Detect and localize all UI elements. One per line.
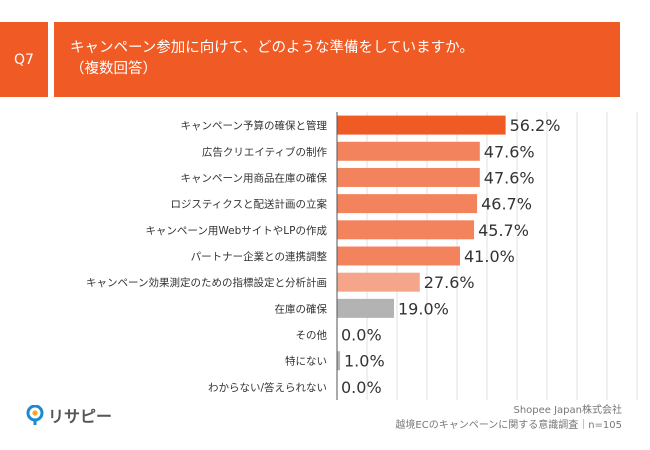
category-label: キャンペーン効果測定のための指標設定と分析計画 bbox=[86, 276, 327, 289]
category-label: パートナー企業との連携調整 bbox=[191, 250, 328, 263]
footer-survey-info: 越境ECのキャンペーンに関する意識調査｜n=105 bbox=[395, 420, 622, 431]
category-label: キャンペーン用WebサイトやLPの作成 bbox=[145, 225, 327, 237]
category-label: キャンペーン予算の確保と管理 bbox=[181, 119, 328, 132]
value-label: 46.7% bbox=[481, 195, 532, 214]
bar bbox=[337, 351, 340, 371]
footer-company: Shopee Japan株式会社 bbox=[513, 405, 622, 416]
category-label: ロジスティクスと配送計画の立案 bbox=[170, 198, 327, 211]
category-label: わからない/答えられない bbox=[208, 381, 327, 394]
bar bbox=[337, 194, 478, 214]
category-label: 在庫の確保 bbox=[275, 302, 328, 315]
bar bbox=[337, 246, 460, 266]
value-label: 1.0% bbox=[344, 352, 385, 371]
bar bbox=[337, 272, 420, 292]
bar bbox=[337, 220, 475, 240]
question-title-box: キャンペーン参加に向けて、どのような準備をしていますか。 （複数回答） bbox=[54, 22, 620, 97]
question-number-badge: Q7 bbox=[0, 22, 48, 97]
category-label: その他 bbox=[296, 329, 328, 342]
value-label: 47.6% bbox=[484, 168, 535, 187]
bar bbox=[337, 115, 506, 135]
value-label: 56.2% bbox=[510, 116, 561, 135]
value-label: 47.6% bbox=[484, 142, 535, 161]
question-title-line1: キャンペーン参加に向けて、どのような準備をしていますか。 bbox=[70, 40, 474, 56]
question-header: Q7 キャンペーン参加に向けて、どのような準備をしていますか。 （複数回答） bbox=[0, 22, 620, 97]
value-label: 0.0% bbox=[341, 326, 382, 345]
value-label: 41.0% bbox=[464, 247, 515, 266]
risapi-logo-icon bbox=[26, 405, 44, 425]
bar bbox=[337, 141, 480, 161]
question-number: Q7 bbox=[14, 51, 34, 68]
value-label: 0.0% bbox=[341, 378, 382, 397]
question-title-line2: （複数回答） bbox=[70, 61, 157, 77]
value-label: 45.7% bbox=[478, 221, 529, 240]
risapi-logo-text: リサピー bbox=[48, 407, 113, 426]
value-label: 19.0% bbox=[398, 299, 449, 318]
risapi-logo: リサピー bbox=[26, 403, 112, 427]
category-label: 特にない bbox=[285, 356, 327, 368]
value-label: 27.6% bbox=[424, 273, 475, 292]
bar bbox=[337, 167, 480, 187]
category-label: 広告クリエイティブの制作 bbox=[202, 145, 328, 158]
bar bbox=[337, 298, 394, 318]
category-label: キャンペーン用商品在庫の確保 bbox=[181, 171, 328, 184]
